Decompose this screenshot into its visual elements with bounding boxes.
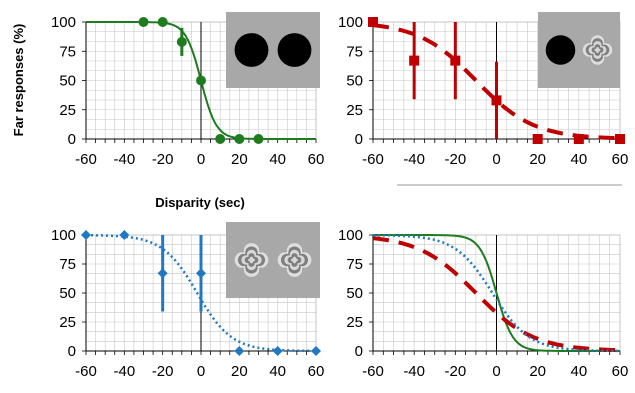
y-tick-label: 50: [59, 285, 76, 302]
x-tick-label: -20: [444, 363, 466, 380]
series-red: [372, 236, 620, 353]
black-disc-icon: [277, 33, 312, 67]
x-tick-label: 0: [492, 363, 500, 380]
y-tick-label: 100: [338, 14, 363, 31]
y-tick-label: 75: [346, 43, 363, 60]
data-point: [615, 134, 625, 144]
data-point: [215, 134, 226, 144]
x-tick-label: 20: [529, 151, 546, 168]
chart-panel-top-left: -60 -40 -20 0 20 40 60 0 25 50 75 100: [51, 12, 324, 168]
x-tick-label: 60: [308, 151, 325, 168]
series-blue: [81, 230, 321, 356]
stimulus-inset: [226, 222, 320, 298]
x-tick-label: 20: [231, 151, 248, 168]
x-tick-label: -60: [75, 363, 97, 380]
y-tick-label: 0: [68, 343, 76, 360]
fit-curve: [372, 236, 620, 353]
y-tick-label: 25: [59, 314, 76, 331]
y-tick-label: 0: [68, 131, 76, 148]
x-tick-label: -20: [152, 363, 174, 380]
x-tick-label: -40: [403, 363, 425, 380]
data-point: [491, 95, 502, 106]
x-tick-label: -60: [362, 363, 384, 380]
stimulus-inset: [538, 12, 620, 88]
panels-layer: -60 -40 -20 0 20 40 60 0 25 50 75 100 -60 -40 -20 0 20 40…: [51, 12, 628, 380]
series-red: [368, 17, 625, 144]
x-tick-label: -40: [113, 151, 135, 168]
x-tick-label: -20: [444, 151, 466, 168]
y-tick-label: 50: [59, 73, 76, 90]
x-tick-label: 0: [492, 151, 500, 168]
x-tick-label: -40: [403, 151, 425, 168]
data-point: [119, 230, 130, 240]
y-tick-label: 75: [59, 256, 76, 273]
data-point: [272, 346, 283, 356]
x-axis-title: Disparity (sec): [155, 195, 245, 210]
starburst-icon: [582, 35, 613, 65]
x-tick-label: 20: [529, 363, 546, 380]
x-tick-label: 40: [570, 151, 587, 168]
x-tick-label: 60: [612, 151, 629, 168]
data-point: [368, 17, 378, 27]
series-green: [86, 17, 316, 144]
data-point: [573, 134, 584, 144]
y-axis-title: Far responses (%): [11, 24, 26, 137]
y-tick-label: 75: [59, 43, 76, 60]
stimulus-inset: [226, 12, 320, 88]
y-tick-label: 25: [59, 102, 76, 119]
x-tick-label: -60: [75, 151, 97, 168]
fit-curve: [373, 233, 620, 353]
data-point: [234, 134, 245, 144]
data-point: [157, 17, 168, 27]
data-point: [253, 134, 264, 144]
y-tick-label: 25: [346, 102, 363, 119]
x-tick-label: 40: [269, 151, 286, 168]
starburst-icon: [234, 243, 269, 277]
chart-panel-bottom-right: -60 -40 -20 0 20 40 60 0 25 50 75 100: [338, 227, 628, 380]
fit-curve: [373, 234, 620, 352]
starburst-icon: [277, 243, 312, 277]
black-disc-icon: [234, 33, 269, 67]
y-tick-label: 100: [338, 227, 363, 244]
data-point: [138, 17, 149, 27]
data-point: [409, 55, 420, 66]
y-tick-label: 50: [346, 285, 363, 302]
x-tick-label: 20: [231, 363, 248, 380]
y-tick-label: 0: [355, 343, 363, 360]
x-tick-label: 0: [197, 363, 205, 380]
data-point: [234, 346, 245, 356]
chart-panel-top-right: -60 -40 -20 0 20 40 60 0 25 50 75 100: [338, 12, 628, 168]
y-tick-label: 25: [346, 314, 363, 331]
x-tick-label: 60: [308, 363, 325, 380]
y-tick-label: 100: [51, 14, 76, 31]
x-tick-label: 0: [197, 151, 205, 168]
data-point: [311, 346, 321, 356]
data-point: [450, 55, 461, 66]
x-tick-label: 40: [570, 363, 587, 380]
data-point: [196, 75, 206, 86]
series-blue: [373, 233, 620, 353]
x-tick-label: -40: [113, 363, 135, 380]
y-tick-label: 100: [51, 227, 76, 244]
data-point: [157, 268, 168, 279]
x-tick-label: -20: [152, 151, 174, 168]
data-point: [196, 268, 206, 279]
series-green: [373, 234, 620, 352]
x-tick-label: 60: [612, 363, 629, 380]
y-tick-label: 0: [355, 131, 363, 148]
x-tick-label: -60: [362, 151, 384, 168]
black-disc-icon: [545, 35, 576, 65]
data-point: [176, 36, 187, 47]
y-tick-label: 50: [346, 73, 363, 90]
y-tick-label: 75: [346, 256, 363, 273]
x-tick-label: 40: [269, 363, 286, 380]
chart-panel-bottom-left: -60 -40 -20 0 20 40 60 0 25 50 75 100: [51, 222, 324, 380]
data-point: [532, 134, 543, 144]
data-point: [81, 230, 91, 240]
